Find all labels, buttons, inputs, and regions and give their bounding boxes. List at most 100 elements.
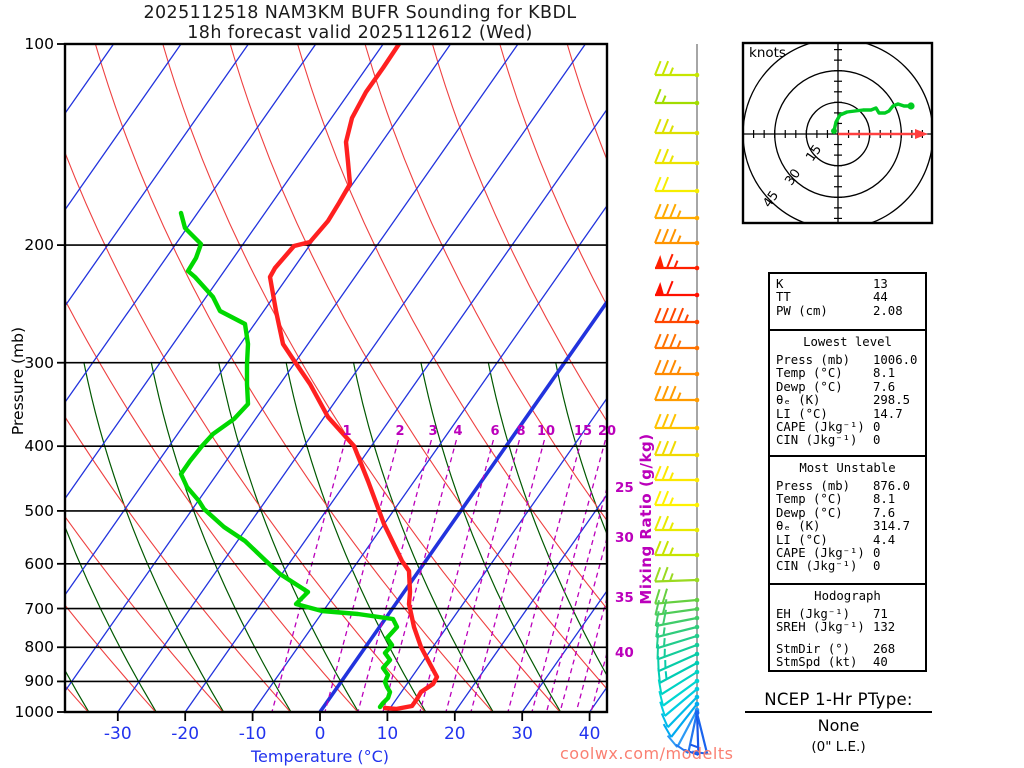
table-row: PW (cm) 2.08 bbox=[776, 303, 903, 318]
ptype-value: None bbox=[817, 716, 860, 735]
table-row: θₑ (K) 314.7 bbox=[776, 519, 911, 534]
chart-subtitle: 18h forecast valid 2025112612 (Wed) bbox=[187, 23, 533, 43]
wind-barb bbox=[654, 88, 700, 106]
temperature-tick-label: -20 bbox=[171, 724, 200, 744]
pressure-tick-label: 300 bbox=[24, 353, 54, 372]
temperature-tick-label: 20 bbox=[443, 724, 466, 744]
temperature-tick-label: 10 bbox=[376, 724, 399, 744]
watermark: coolwx.com/modelts bbox=[560, 744, 734, 763]
temperature-axis-title: Temperature (°C) bbox=[250, 747, 390, 766]
pressure-tick-label: 1000 bbox=[14, 703, 54, 721]
section-header: Most Unstable bbox=[799, 461, 896, 475]
wind-barb bbox=[654, 60, 700, 78]
wind-barb bbox=[659, 686, 700, 717]
pressure-tick-label: 200 bbox=[24, 236, 54, 255]
table-row: EH (Jkg⁻¹) 71 bbox=[776, 607, 888, 621]
table-row: Temp (°C) 8.1 bbox=[776, 492, 896, 507]
table-row: Press (mb) 1006.0 bbox=[776, 353, 918, 367]
temperature-tick-label: -30 bbox=[103, 724, 132, 744]
indices-section-most-unstable: Most Unstable Press (mb) 876.0 Temp (°C) 8.… bbox=[770, 455, 925, 583]
wind-barb bbox=[654, 203, 700, 221]
table-row: LI (°C) 14.7 bbox=[776, 406, 903, 421]
table-row: LI (°C) 4.4 bbox=[776, 532, 896, 547]
section-header: Lowest level bbox=[803, 335, 892, 349]
section-header: Hodograph bbox=[814, 589, 881, 603]
table-row: CIN (Jkg⁻¹) 0 bbox=[776, 433, 881, 448]
table-row: θₑ (K) 298.5 bbox=[776, 393, 911, 408]
table-row: K 13 bbox=[776, 277, 888, 291]
pressure-tick-label: 600 bbox=[24, 554, 54, 573]
wind-barb bbox=[654, 228, 700, 246]
mixing-ratio-tick-label: 6 bbox=[490, 424, 500, 439]
wind-barb bbox=[657, 669, 700, 696]
indices-section-lowest-level: Lowest level Press (mb) 1006.0 Temp (°C) 8.… bbox=[770, 329, 925, 455]
mixing-ratio-tick-label: 15 bbox=[573, 424, 593, 439]
temperature-curve bbox=[267, 44, 440, 712]
wind-barb bbox=[654, 609, 700, 628]
wind-barb bbox=[654, 118, 700, 136]
hodograph-trace bbox=[832, 102, 913, 133]
mixing-ratio-tick-label: 1 bbox=[342, 424, 352, 439]
wind-barb bbox=[654, 440, 700, 458]
mixing-ratio-tick-label: 30 bbox=[615, 530, 634, 546]
pressure-tick-label: 900 bbox=[24, 672, 54, 691]
wind-barb-column bbox=[654, 44, 709, 756]
wind-barb bbox=[654, 333, 700, 351]
hodograph bbox=[741, 41, 934, 225]
mixing-ratio-tick-label: 3 bbox=[428, 424, 438, 439]
wind-barb bbox=[654, 385, 700, 403]
pressure-tick-label: 700 bbox=[24, 599, 54, 618]
temperature-tick-label: -10 bbox=[238, 724, 267, 744]
mixing-ratio-axis-title: Mixing Ratio (g/kg) bbox=[637, 433, 655, 605]
ptype-note: (0" L.E.) bbox=[811, 739, 866, 755]
hodograph-units-label: knots bbox=[749, 45, 786, 61]
mixing-ratio-tick-label: 35 bbox=[615, 590, 634, 606]
mixing-ratio-tick-label: 2 bbox=[395, 424, 405, 439]
chart-title: 2025112518 NAM3KM BUFR Sounding for KBDL bbox=[143, 3, 577, 23]
wind-barb bbox=[654, 588, 700, 605]
wind-barb bbox=[654, 599, 700, 616]
table-row: Temp (°C) 8.1 bbox=[776, 366, 896, 381]
temperature-tick-label: 40 bbox=[578, 724, 601, 744]
wind-barb bbox=[692, 710, 709, 755]
mixing-ratio-tick-label: 8 bbox=[516, 424, 526, 439]
wind-barb bbox=[654, 515, 700, 533]
wind-barb bbox=[660, 694, 700, 728]
wind-barb bbox=[654, 465, 700, 483]
wind-barb bbox=[654, 307, 700, 325]
mixing-ratio-tick-label: 40 bbox=[615, 645, 634, 661]
wind-barb bbox=[654, 359, 700, 377]
wind-barb bbox=[662, 701, 700, 738]
table-row: CAPE (Jkg⁻¹) 0 bbox=[776, 545, 881, 560]
indices-section-hodograph: Hodograph EH (Jkg⁻¹) 71 SREH (Jkg⁻¹) 132 St… bbox=[770, 583, 925, 670]
temperature-tick-label: 0 bbox=[314, 724, 326, 744]
table-row: CAPE (Jkg⁻¹) 0 bbox=[776, 419, 881, 434]
indices-table: K 13 TT 44 PW (cm) 2.08 Lowest level Press (m… bbox=[768, 272, 927, 672]
dewpoint-curve bbox=[178, 210, 400, 710]
table-row: CIN (Jkg⁻¹) 0 bbox=[776, 559, 881, 574]
table-row: SREH (Jkg⁻¹) 132 bbox=[776, 620, 896, 635]
table-row: Press (mb) 876.0 bbox=[776, 479, 911, 493]
pressure-tick-label: 100 bbox=[24, 35, 54, 53]
table-row: Dewp (°C) 7.6 bbox=[776, 379, 896, 394]
pressure-tick-label: 500 bbox=[24, 501, 54, 520]
mixing-ratio-tick-label: 4 bbox=[453, 424, 463, 439]
wind-barb bbox=[655, 253, 700, 271]
skewt-grid bbox=[65, 44, 607, 712]
wind-barb bbox=[654, 148, 700, 166]
mixing-ratio-tick-label: 20 bbox=[597, 424, 617, 439]
table-row: Dewp (°C) 7.6 bbox=[776, 505, 896, 520]
table-row: TT 44 bbox=[776, 290, 888, 305]
table-row: StmDir (°) 268 bbox=[776, 641, 896, 656]
wind-barb bbox=[658, 678, 700, 707]
mixing-ratio-tick-label: 10 bbox=[536, 424, 556, 439]
wind-barb bbox=[655, 622, 700, 639]
pressure-tick-label: 400 bbox=[24, 437, 54, 456]
wind-barb bbox=[654, 176, 700, 194]
mixing-ratio-tick-label: 25 bbox=[615, 480, 634, 496]
temperature-tick-label: 30 bbox=[511, 724, 533, 744]
pressure-axis-title: Pressure (mb) bbox=[9, 326, 27, 436]
wind-barb bbox=[654, 490, 700, 508]
